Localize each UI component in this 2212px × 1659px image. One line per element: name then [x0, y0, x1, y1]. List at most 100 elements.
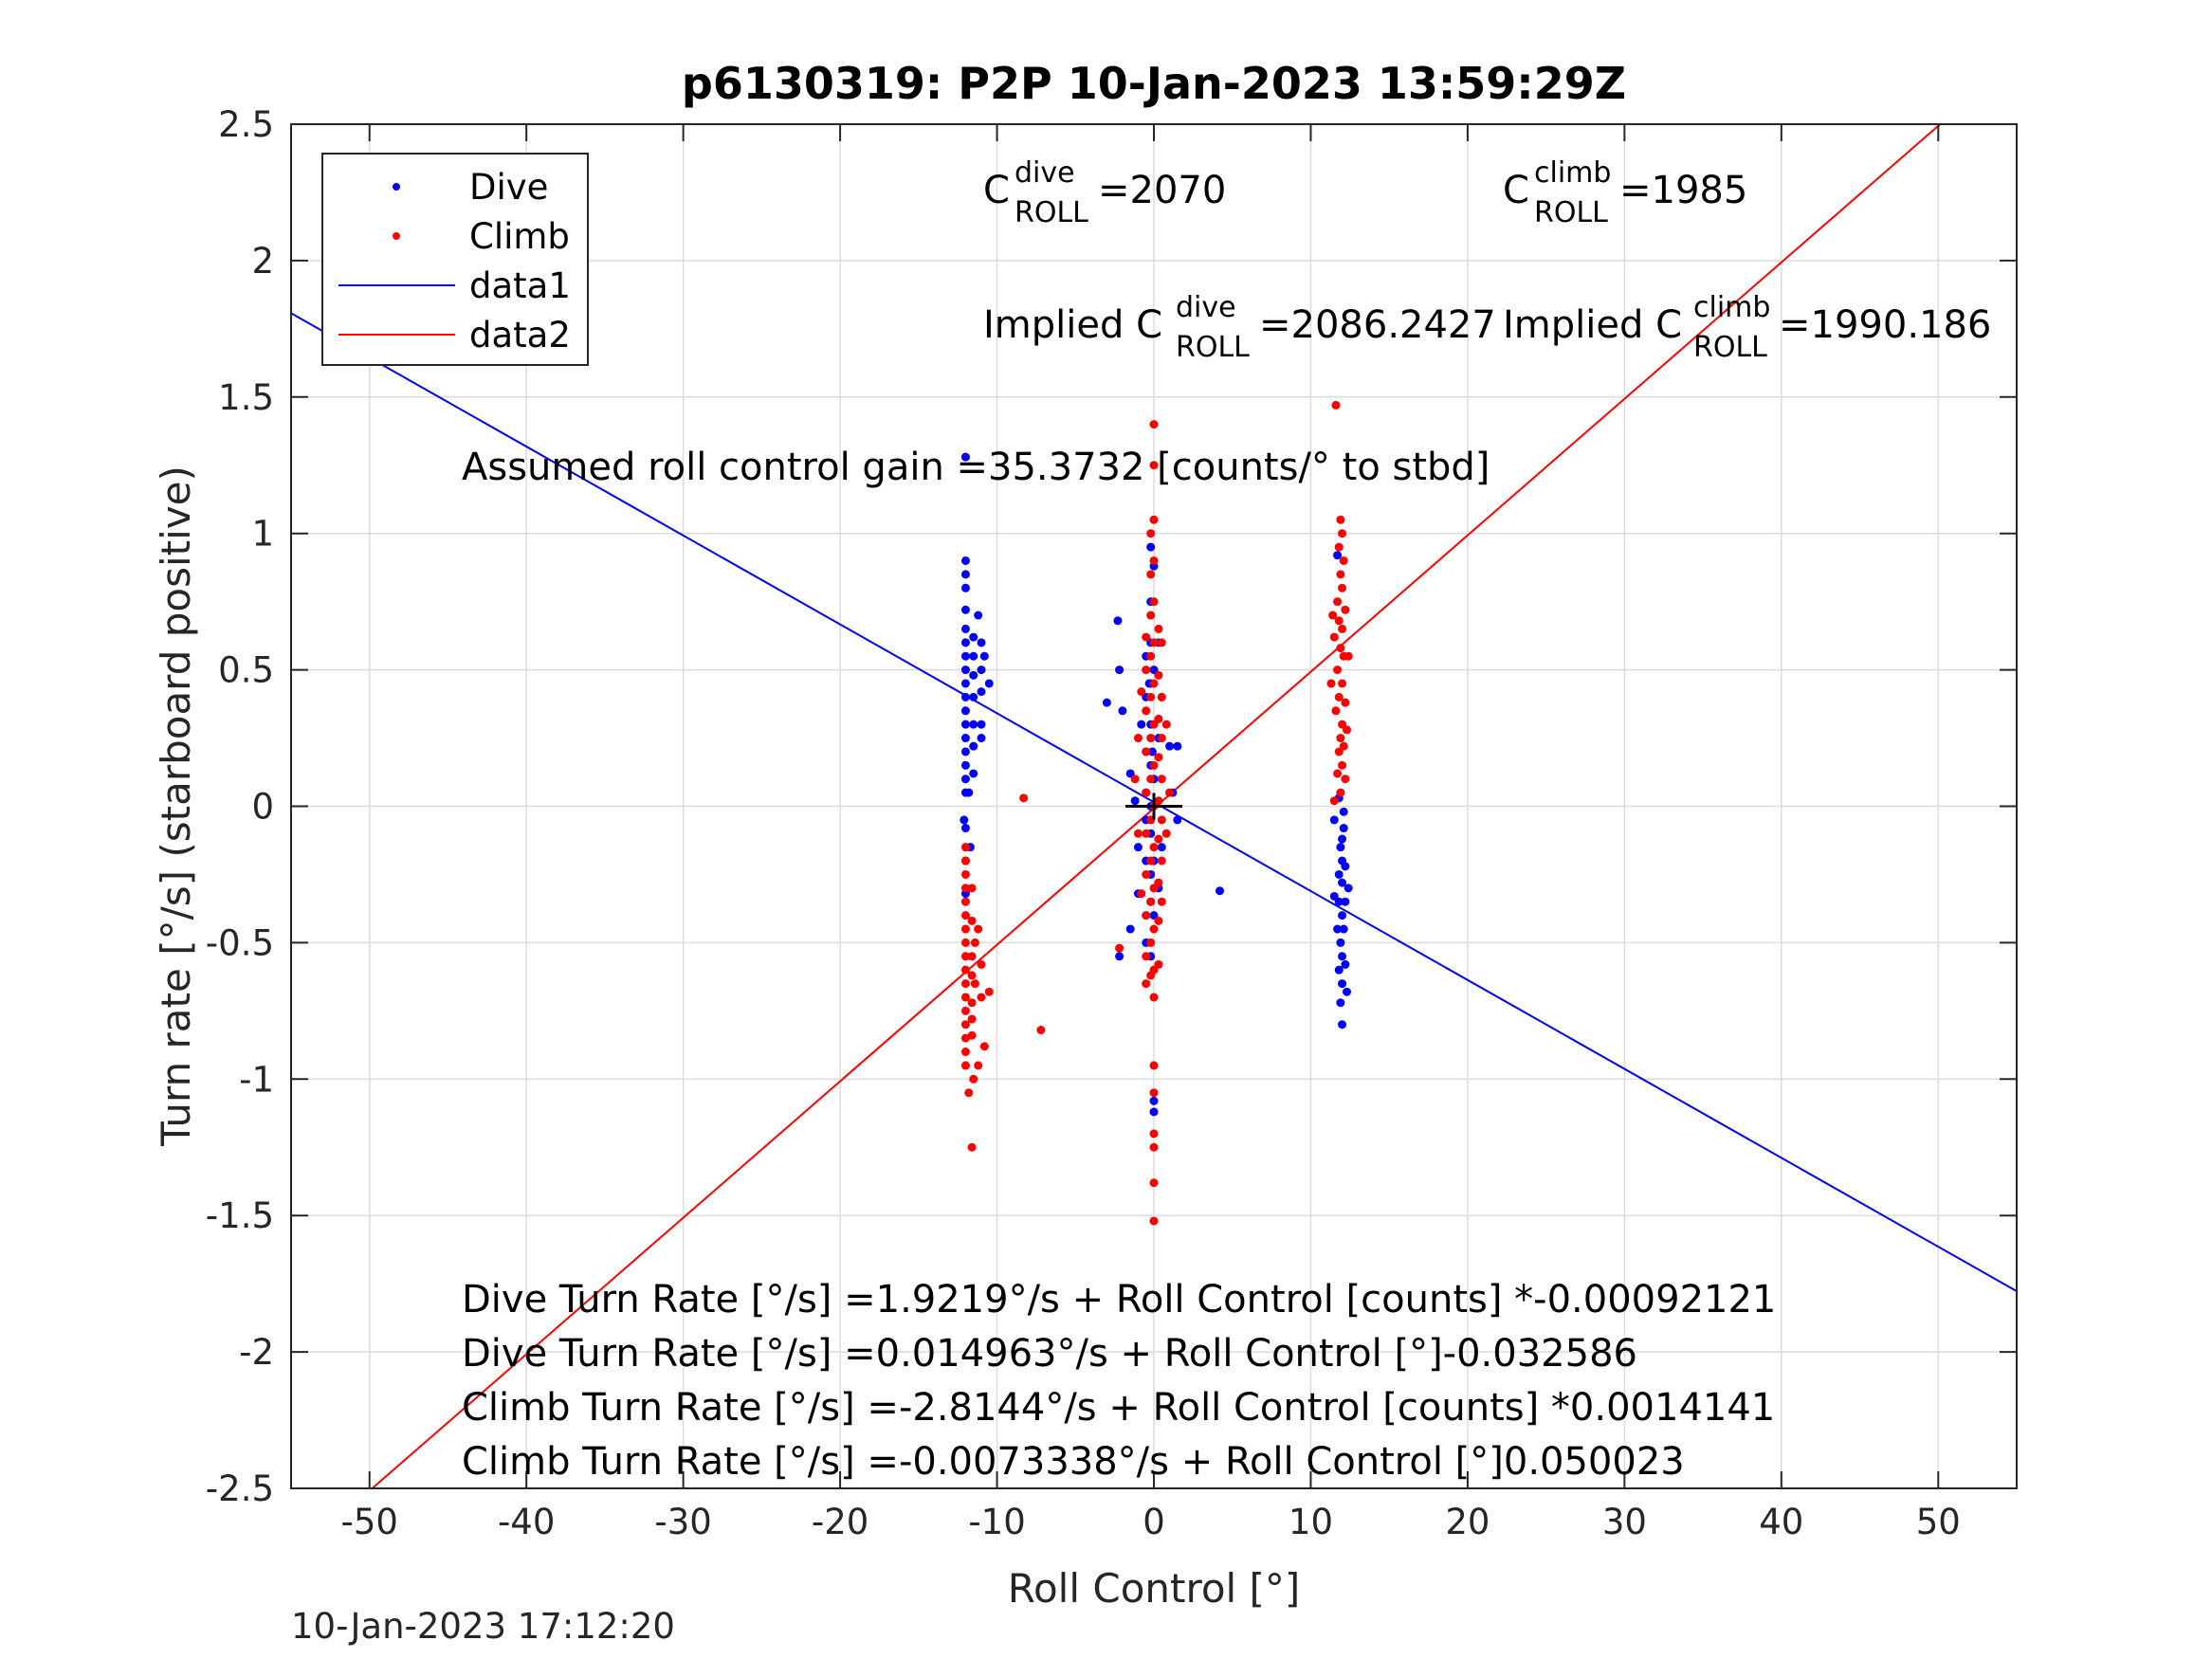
climb-point: [967, 916, 977, 925]
dive-point: [1115, 952, 1124, 961]
dive-point: [1146, 542, 1156, 552]
dive-point: [1149, 1096, 1159, 1105]
dive-point: [1341, 862, 1350, 871]
climb-point: [1157, 775, 1166, 784]
climb-point: [1336, 734, 1345, 743]
dive-point: [1341, 897, 1350, 906]
climb-point: [960, 993, 970, 1002]
climb-point: [1149, 1142, 1159, 1152]
dive-point: [1137, 720, 1146, 729]
climb-point: [1142, 665, 1151, 675]
y-tick-label: -2: [239, 1332, 274, 1373]
dive-point: [1102, 698, 1111, 707]
dive-point: [1338, 834, 1347, 844]
climb-point: [1154, 714, 1163, 723]
legend-dive-label: Dive: [469, 167, 548, 208]
climb-point: [1133, 829, 1143, 838]
origin-marker: [1125, 793, 1182, 820]
axes-box: [290, 123, 2018, 1489]
climb-point: [1154, 624, 1163, 633]
gain-annotation: Assumed roll control gain =35.3732 [coun…: [462, 446, 1490, 489]
chart-title: p6130319: P2P 10-Jan-2023 13:59:29Z: [682, 58, 1626, 109]
dive-point: [969, 670, 978, 680]
climb-point: [1336, 788, 1345, 797]
dive-point: [1329, 815, 1339, 825]
climb-point: [1149, 924, 1159, 934]
climb-point: [1142, 829, 1151, 838]
dive-point: [960, 679, 970, 688]
x-axis-label: Roll Control [°]: [1008, 1565, 1301, 1612]
x-tick-label: 50: [1916, 1502, 1961, 1542]
dive-point: [1338, 1020, 1347, 1030]
climb-point: [979, 1042, 989, 1051]
climb-point: [1157, 692, 1166, 702]
climb-point: [1149, 1088, 1159, 1098]
climb-point: [1142, 952, 1151, 961]
dive-point: [960, 747, 970, 757]
x-tick-label: 20: [1445, 1502, 1490, 1542]
dive-point: [1336, 998, 1345, 1008]
climb-point: [1328, 611, 1338, 620]
y-tick-label: -1.5: [206, 1195, 274, 1236]
dive-point: [960, 605, 970, 614]
climb-point: [960, 965, 970, 975]
climb-point: [1142, 747, 1151, 757]
climb-point: [1137, 687, 1146, 697]
climb-point: [974, 1061, 983, 1070]
y-tick-label: 1.5: [218, 377, 274, 418]
climb-point: [960, 938, 970, 947]
climb-point: [967, 971, 977, 980]
legend-climb-label: Climb: [469, 216, 570, 257]
climb-point: [1149, 1061, 1159, 1070]
c-climb-base: C: [1503, 169, 1529, 212]
climb-point: [967, 998, 977, 1008]
dive-point: [960, 583, 970, 592]
climb-point: [960, 843, 970, 852]
x-tick-label: 30: [1602, 1502, 1647, 1542]
climb-point: [1338, 529, 1347, 538]
climb-point: [1115, 943, 1124, 953]
c-dive-sup: dive: [1015, 156, 1075, 190]
dive-point: [1339, 824, 1348, 833]
climb-point: [1161, 829, 1171, 838]
dive-point: [960, 775, 970, 784]
y-tick-label: -0.5: [206, 922, 274, 963]
climb-point: [1149, 843, 1159, 852]
dive-point: [969, 769, 978, 778]
equation-line: Climb Turn Rate [°/s] =-0.0073338°/s + R…: [462, 1440, 1685, 1484]
dive-point: [960, 706, 970, 716]
dive-point: [960, 638, 970, 647]
dive-point: [1334, 869, 1344, 879]
dive-point: [1115, 665, 1124, 675]
climb-point: [1149, 638, 1159, 647]
climb-point: [1146, 734, 1156, 743]
climb-point: [1154, 670, 1163, 680]
dive-point: [1334, 965, 1344, 975]
climb-point: [1130, 775, 1140, 784]
dive-point: [969, 741, 978, 751]
dive-point: [1336, 938, 1345, 947]
climb-point: [1149, 556, 1159, 565]
dive-point: [969, 720, 978, 729]
c-dive-base: C: [983, 169, 1010, 212]
climb-point: [964, 1088, 974, 1098]
climb-point: [960, 924, 970, 934]
legend-climb-marker: [393, 232, 400, 240]
legend-box: [321, 153, 589, 366]
climb-point: [970, 979, 979, 989]
implied-dive-value: =2086.2427: [1259, 303, 1496, 347]
dive-point: [1147, 747, 1157, 757]
legend-dive-marker: [393, 183, 400, 191]
climb-point: [960, 952, 970, 961]
dive-point: [960, 692, 970, 702]
climb-point: [1334, 747, 1344, 757]
climb-point: [1142, 979, 1151, 989]
dive-point: [960, 815, 969, 825]
x-tick-label: 40: [1759, 1502, 1803, 1542]
c-climb-sup: climb: [1534, 156, 1611, 190]
x-tick-label: -40: [498, 1502, 555, 1542]
climb-point: [1329, 796, 1339, 806]
climb-point: [1334, 616, 1344, 626]
dive-point: [1338, 952, 1347, 961]
dive-point: [960, 651, 970, 661]
